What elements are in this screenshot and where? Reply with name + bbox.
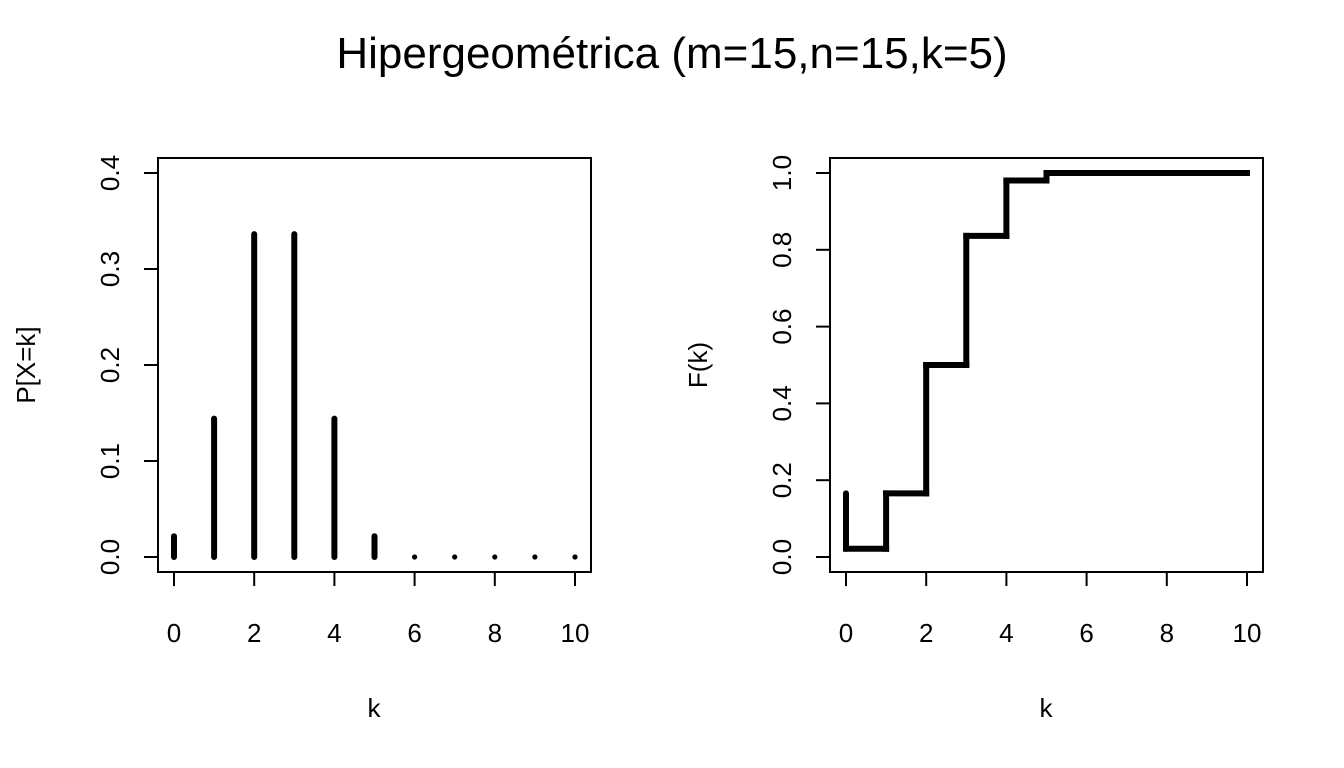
cdf-x-axis: 0 2 4 6 8 10 xyxy=(839,571,1262,648)
pmf-bar-k9 xyxy=(532,554,538,560)
pmf-x-tick-label: 6 xyxy=(407,618,421,648)
pmf-x-axis-label: k xyxy=(368,693,382,723)
cdf-x-tick-label: 6 xyxy=(1079,618,1093,648)
pmf-x-tick-label: 10 xyxy=(561,618,590,648)
pmf-panel: 0 2 4 6 8 10 0.0 0.1 0.2 0.3 0.4 k P[X=k] xyxy=(11,155,592,723)
cdf-plot-box xyxy=(829,157,1264,573)
pmf-y-tick-label: 0.3 xyxy=(95,251,125,287)
pmf-plot-box xyxy=(157,157,592,573)
pmf-y-tick-label: 0.1 xyxy=(95,443,125,479)
cdf-y-tick-label: 0.4 xyxy=(767,385,797,421)
cdf-panel: 0 2 4 6 8 10 0.0 0.2 0.4 0.6 0.8 1.0 k F(k) xyxy=(683,155,1264,723)
pmf-bar-k8 xyxy=(492,554,498,560)
pmf-y-axis-label: P[X=k] xyxy=(11,326,41,403)
pmf-y-tick-label: 0.0 xyxy=(95,539,125,575)
cdf-x-tick-label: 10 xyxy=(1233,618,1262,648)
cdf-y-axis-label: F(k) xyxy=(683,342,713,388)
pmf-y-tick-label: 0.2 xyxy=(95,347,125,383)
pmf-x-tick-label: 8 xyxy=(488,618,502,648)
cdf-x-tick-label: 0 xyxy=(839,618,853,648)
figure-title: Hipergeométrica (m=15,n=15,k=5) xyxy=(336,29,1007,78)
cdf-x-tick-label: 4 xyxy=(999,618,1013,648)
cdf-y-tick-label: 1.0 xyxy=(767,155,797,191)
cdf-y-tick-label: 0.6 xyxy=(767,309,797,345)
cdf-x-axis-label: k xyxy=(1040,693,1054,723)
cdf-marks xyxy=(843,170,1250,552)
pmf-bar-k6 xyxy=(412,554,418,560)
cdf-x-tick-label: 8 xyxy=(1160,618,1174,648)
pmf-x-tick-label: 0 xyxy=(167,618,181,648)
pmf-y-tick-label: 0.4 xyxy=(95,155,125,191)
cdf-x-tick-label: 2 xyxy=(919,618,933,648)
pmf-x-tick-label: 4 xyxy=(327,618,341,648)
pmf-marks xyxy=(171,231,578,560)
pmf-bar-k10 xyxy=(572,554,578,560)
cdf-y-tick-label: 0.2 xyxy=(767,462,797,498)
cdf-y-tick-label: 0.8 xyxy=(767,232,797,268)
pmf-x-axis: 0 2 4 6 8 10 xyxy=(167,571,590,648)
pmf-x-tick-label: 2 xyxy=(247,618,261,648)
cdf-y-tick-label: 0.0 xyxy=(767,539,797,575)
cdf-y-axis: 0.0 0.2 0.4 0.6 0.8 1.0 xyxy=(767,155,831,575)
pmf-bar-k7 xyxy=(452,554,458,560)
pmf-y-axis: 0.0 0.1 0.2 0.3 0.4 xyxy=(95,155,159,575)
